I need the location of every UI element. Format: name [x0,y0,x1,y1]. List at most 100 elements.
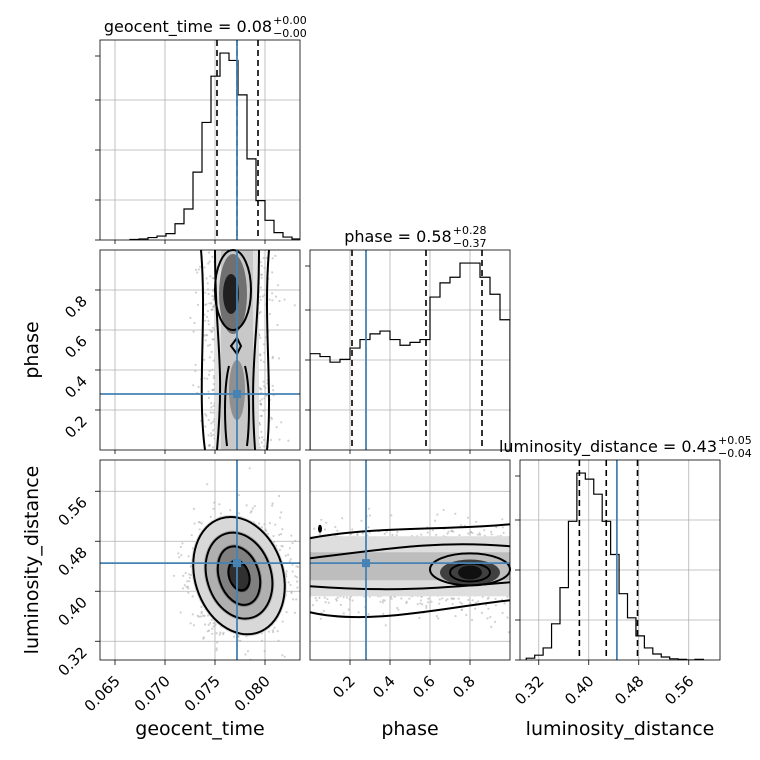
sample-point [181,542,184,545]
sample-point [287,553,290,556]
sample-point [215,649,218,652]
sample-point [438,602,441,605]
sample-point [280,511,283,514]
sample-point [246,650,250,653]
sample-point [200,612,203,615]
sample-point [268,522,271,525]
title-geocent_time: geocent_time = 0.08 [104,17,272,37]
hist-phase-bin-12 [430,297,440,450]
sample-point [480,611,484,615]
sample-point [274,523,277,526]
sample-point [260,388,263,391]
sample-point [390,597,393,600]
ylabel-phase: phase [21,321,43,378]
sample-point [259,353,262,356]
sample-point [292,598,295,601]
sample-point [206,377,209,380]
hist-geocent_time-bin-16 [274,233,283,240]
sample-point [281,545,284,548]
sample-point [260,264,263,267]
sample-point [295,576,298,579]
sample-point [271,502,274,505]
sample-point [207,434,210,437]
hist-phase-bin-6 [370,334,380,450]
sample-point [458,534,461,537]
hist-phase-bin-7 [380,331,390,450]
sample-point [277,284,280,287]
sample-point [209,275,212,278]
sample-point [474,607,477,610]
sample-point [459,601,462,604]
sample-point [478,532,481,535]
hist-geocent_time-bin-10 [220,53,229,240]
sample-point [211,326,215,329]
sample-point [446,598,449,601]
hist-luminosity_distance-bin-8 [594,494,602,660]
panel-luminosity_distance-vs-phase-peak-core [458,565,482,580]
sample-point [192,330,195,333]
xtick-label-luminosity_distance-1: 0.40 [561,672,597,708]
hist-phase-bin-0 [310,354,320,450]
panel-luminosity_distance-vs-geocent_time-contour-1 [204,531,274,620]
hist-phase-bin-15 [460,263,470,450]
panel-luminosity_distance-vs-phase-contour-mid-top [309,543,511,560]
sample-point [215,647,218,650]
sample-point [345,596,348,599]
sample-point [484,603,488,607]
sample-point [490,625,493,629]
sample-point [334,525,337,529]
sample-point [435,533,438,537]
sample-point [208,302,211,305]
hist-phase-bin-9 [400,345,410,450]
sample-point [384,624,387,627]
panel-phase-vs-geocent_time-contour-mid-right [252,249,260,451]
sample-point [212,446,215,449]
sample-point [494,604,497,607]
hist-geocent_time-bin-8 [202,122,211,240]
sample-point [420,533,423,536]
sample-point [210,402,213,405]
sample-point [260,398,264,401]
sample-point [260,403,263,406]
sample-point [476,533,479,536]
hist-geocent_time-bin-12 [238,95,247,240]
sample-point [179,545,182,549]
sample-point [431,529,434,532]
sample-point [211,330,214,333]
title-geocent_time-plus: +0.00 [273,14,307,27]
sample-point [207,444,211,447]
sample-point [450,597,453,600]
sample-point [288,560,291,563]
sample-point [351,528,354,531]
sample-point [206,483,209,486]
panel-luminosity_distance-vs-phase-truth-marker [362,559,370,568]
ylabel-luminosity_distance: luminosity_distance [21,466,43,655]
panel-luminosity_distance-vs-phase-density [310,536,510,597]
sample-point [341,517,344,520]
sample-point [418,616,421,620]
sample-point [421,603,424,606]
sample-point [187,587,190,590]
panel-luminosity_distance-vs-phase-contour-top [309,523,511,540]
sample-point [193,522,196,525]
sample-point [296,586,299,589]
xtick-label-phase-0: 0.2 [329,672,359,702]
sample-point [486,597,489,600]
hist-geocent_time-bin-6 [184,209,193,240]
sample-point [487,596,490,599]
sample-point [270,417,274,420]
sample-point [258,446,261,449]
sample-point [207,262,210,265]
sample-point [291,570,294,573]
sample-point [260,441,263,444]
sample-point [311,604,315,607]
sample-point [495,526,498,529]
sample-point [208,356,211,359]
sample-point [210,618,213,621]
sample-point [260,430,263,433]
hist-phase-bin-8 [390,340,400,450]
sample-point [503,602,506,605]
sample-point [199,521,202,524]
sample-point [186,580,189,583]
sample-point [251,507,254,510]
